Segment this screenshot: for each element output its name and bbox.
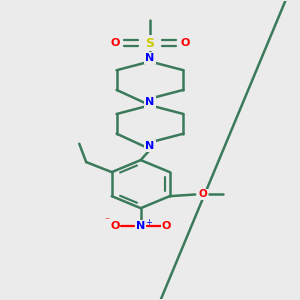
Text: N: N — [136, 221, 145, 231]
Text: O: O — [162, 221, 171, 231]
Text: +: + — [145, 218, 152, 227]
Text: N: N — [146, 53, 154, 63]
Text: N: N — [146, 141, 154, 151]
Text: O: O — [110, 221, 120, 231]
Text: N: N — [146, 97, 154, 107]
Text: O: O — [180, 38, 190, 48]
Text: O: O — [199, 190, 208, 200]
Text: ⁻: ⁻ — [104, 216, 110, 226]
Text: O: O — [110, 38, 120, 48]
Text: S: S — [146, 37, 154, 50]
